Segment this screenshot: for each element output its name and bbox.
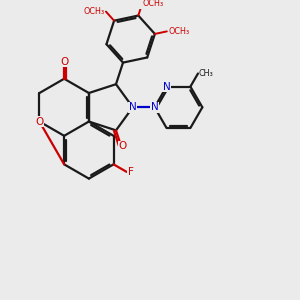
Text: OCH₃: OCH₃	[142, 0, 164, 8]
Text: N: N	[163, 82, 170, 92]
Text: O: O	[118, 141, 127, 152]
Text: OCH₃: OCH₃	[169, 27, 190, 36]
Text: O: O	[35, 116, 44, 127]
Text: N: N	[129, 102, 136, 112]
Text: F: F	[128, 167, 134, 177]
Text: CH₃: CH₃	[199, 69, 214, 78]
Text: N: N	[151, 102, 158, 112]
Text: O: O	[60, 57, 68, 67]
Text: OCH₃: OCH₃	[84, 7, 105, 16]
